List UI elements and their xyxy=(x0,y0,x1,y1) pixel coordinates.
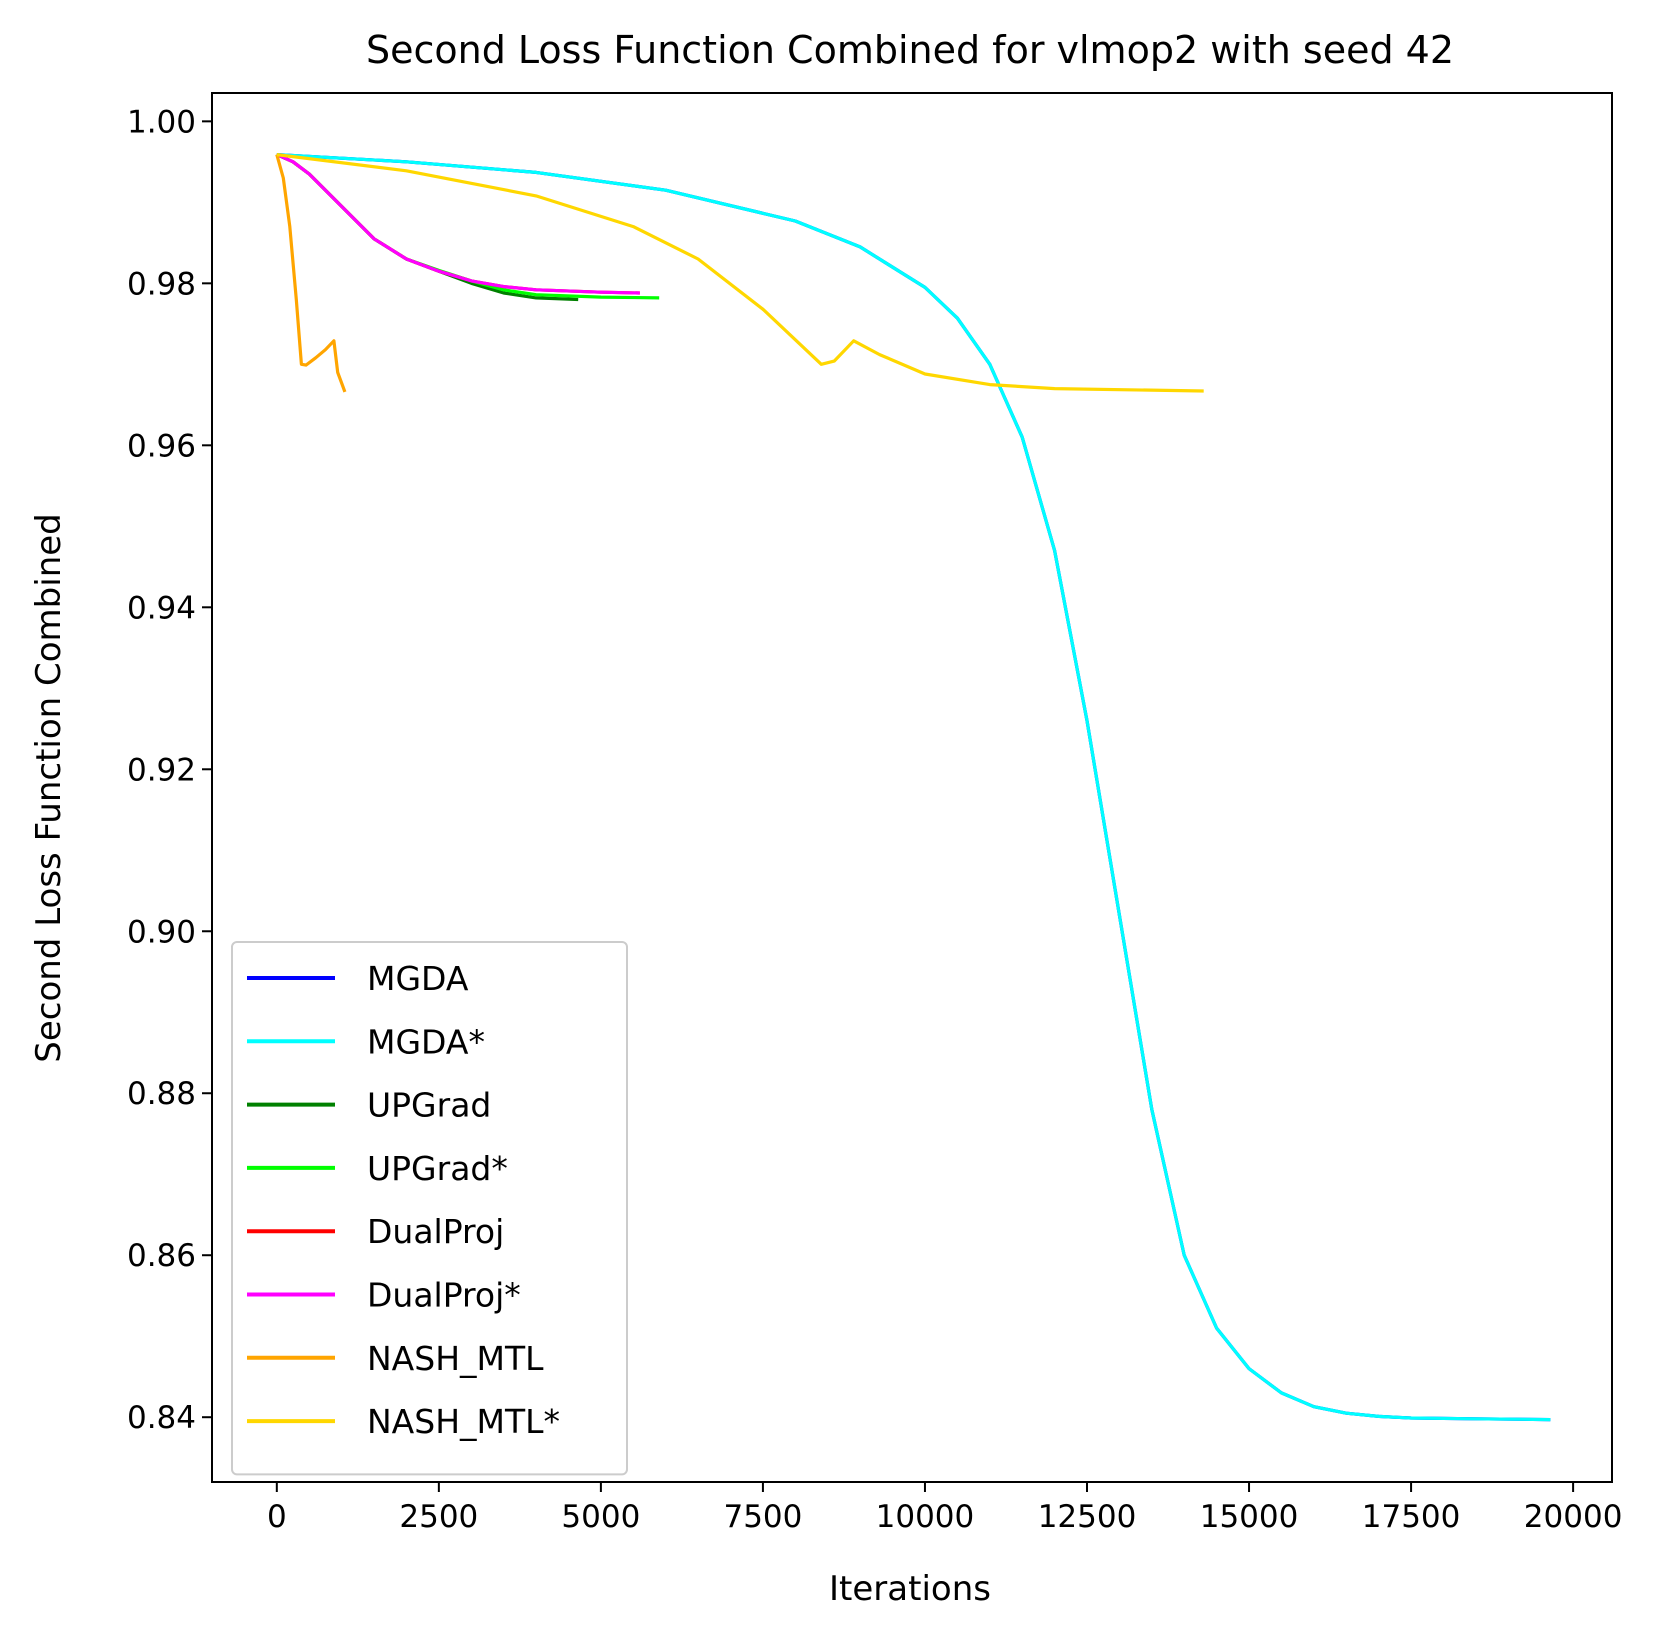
y-tick-label: 0.88 xyxy=(127,1076,196,1112)
y-tick-label: 1.00 xyxy=(127,104,196,140)
x-tick-label: 17500 xyxy=(1362,1499,1461,1535)
x-axis-label: Iterations xyxy=(829,1569,991,1609)
legend-label: MGDA xyxy=(367,959,469,998)
legend-label: DualProj xyxy=(367,1212,504,1251)
y-tick-label: 0.86 xyxy=(127,1238,196,1274)
series-line-dualproj-star xyxy=(276,153,640,295)
y-tick-label: 0.98 xyxy=(127,266,196,302)
series-line-mgda-star xyxy=(276,153,1551,1422)
series-line-nash-mtl xyxy=(275,154,347,393)
legend-label: NASH_MTL xyxy=(367,1339,544,1378)
legend-label: MGDA* xyxy=(367,1022,485,1061)
y-tick-label: 0.94 xyxy=(127,590,196,626)
x-tick-label: 5000 xyxy=(561,1499,640,1535)
plot-area xyxy=(275,153,1551,1422)
y-tick-label: 0.84 xyxy=(127,1400,196,1436)
series-line-dualproj xyxy=(276,153,640,295)
x-tick-label: 0 xyxy=(267,1499,287,1535)
legend-label: UPGrad* xyxy=(367,1149,508,1188)
series-line-upgrad-star xyxy=(276,153,660,300)
x-tick-label: 12500 xyxy=(1038,1499,1137,1535)
y-tick-label: 0.92 xyxy=(127,752,196,788)
y-tick-label: 0.96 xyxy=(127,428,196,464)
y-axis: 0.84 0.86 0.88 0.90 0.92 0.94 0.96 0.98 1.00 xyxy=(127,104,212,1436)
chart-title: Second Loss Function Combined for vlmop2… xyxy=(366,28,1454,72)
series-line-nash-mtl-star xyxy=(276,153,1204,393)
x-tick-label: 10000 xyxy=(876,1499,975,1535)
x-tick-label: 20000 xyxy=(1524,1499,1623,1535)
legend-box xyxy=(231,941,628,1476)
x-axis: 0 2500 5000 7500 10000 12500 15000 17500 20000 xyxy=(267,1482,1622,1535)
x-tick-label: 2500 xyxy=(399,1499,478,1535)
legend-label: DualProj* xyxy=(367,1276,521,1315)
plot-frame xyxy=(211,92,1613,1483)
y-axis-label: Second Loss Function Combined xyxy=(29,513,69,1062)
x-tick-label: 7500 xyxy=(723,1499,802,1535)
x-tick-label: 15000 xyxy=(1200,1499,1299,1535)
legend-label: NASH_MTL* xyxy=(367,1402,560,1441)
legend: MGDA MGDA* UPGrad UPGrad* DualProj DualProj* N… xyxy=(231,941,628,1476)
legend-label: UPGrad xyxy=(367,1086,491,1125)
y-tick-label: 0.90 xyxy=(127,914,196,950)
